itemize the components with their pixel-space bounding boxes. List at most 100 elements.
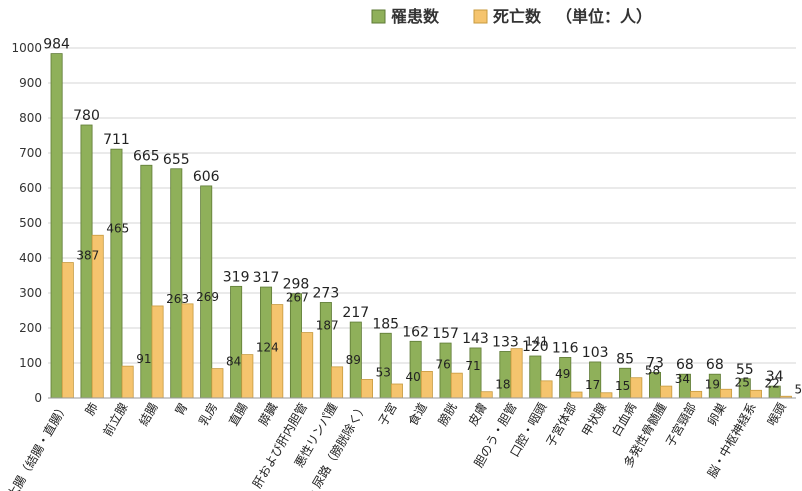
bars <box>50 53 792 399</box>
bar-mortality <box>630 377 643 399</box>
bar-incidence <box>289 293 302 399</box>
x-tick-label: 皮膚 <box>465 400 490 428</box>
data-label-mortality: 84 <box>226 355 241 369</box>
x-tick-label: 膀胱 <box>435 400 460 428</box>
data-label-incidence: 273 <box>313 285 340 301</box>
bar-mortality <box>151 305 164 399</box>
data-label-mortality: 53 <box>376 365 391 379</box>
data-label-incidence: 68 <box>706 357 724 373</box>
data-label-incidence: 319 <box>223 269 250 285</box>
y-tick-label: 700 <box>19 146 42 160</box>
x-tick-label: 卵巣 <box>705 401 729 429</box>
bar-mortality <box>570 391 583 399</box>
x-tick-label: 胃 <box>172 401 190 418</box>
y-tick-label: 0 <box>34 391 42 405</box>
y-tick-label: 500 <box>19 216 42 230</box>
x-tick-label: 子宮 <box>375 400 400 428</box>
bar-mortality <box>181 303 194 399</box>
bar-mortality <box>540 380 553 399</box>
bar-incidence <box>170 168 183 399</box>
x-tick-label: 大腸（結腸・直腸） <box>5 401 71 491</box>
bar-mortality <box>480 391 493 399</box>
data-label-mortality: 18 <box>495 378 510 392</box>
data-label-mortality: 19 <box>705 377 720 391</box>
x-tick-label: 結腸 <box>136 401 160 429</box>
data-label-incidence: 217 <box>342 305 369 321</box>
bar-mortality <box>600 392 613 399</box>
data-label-incidence: 317 <box>253 270 280 286</box>
data-label-incidence: 185 <box>372 316 399 332</box>
x-tick-label: 肺 <box>83 401 101 418</box>
y-tick-label: 300 <box>19 286 42 300</box>
data-label-incidence: 55 <box>736 362 754 378</box>
y-axis: 0 100 200 300 400 500 600 700 800 900 1000 <box>11 41 42 405</box>
data-label-incidence: 665 <box>133 148 160 164</box>
x-tick-label: 白血病 <box>608 400 639 439</box>
data-label-incidence: 606 <box>193 169 220 185</box>
data-label-mortality: 76 <box>435 357 450 371</box>
bar-mortality <box>301 332 314 399</box>
data-label-mortality: 89 <box>346 353 361 367</box>
bar-incidence <box>50 53 63 399</box>
x-tick-label: 直腸 <box>226 401 250 429</box>
data-label-mortality: 187 <box>316 319 339 333</box>
x-tick-label: 食道 <box>405 400 430 428</box>
x-axis: 大腸（結腸・直腸）肺前立腺 結腸胃乳房 直腸 膵臓肝および肝内胆管悪性リンパ腫腎・尿路… <box>5 397 796 491</box>
data-label-incidence: 780 <box>73 108 100 124</box>
bar-mortality <box>690 390 703 399</box>
bar-mortality <box>450 372 463 399</box>
data-label-incidence: 298 <box>283 277 310 293</box>
bar-mortality <box>390 383 403 399</box>
bar-mortality <box>331 366 344 399</box>
bar-mortality <box>241 354 254 399</box>
bar-mortality <box>660 385 673 399</box>
legend-unit: （単位：人） <box>556 7 652 26</box>
bar-incidence <box>230 285 243 399</box>
y-tick-label: 800 <box>19 111 42 125</box>
data-label-mortality: 91 <box>136 352 151 366</box>
y-tick-label: 1000 <box>11 41 42 55</box>
x-tick-label: 膵臓 <box>256 401 280 429</box>
data-label-mortality: 387 <box>76 249 99 263</box>
x-tick-label: 喉頭 <box>765 401 789 429</box>
bar-mortality <box>211 368 224 399</box>
legend-swatch-mortality <box>473 9 488 24</box>
data-label-mortality: 40 <box>406 370 421 384</box>
y-tick-label: 400 <box>19 251 42 265</box>
legend-label-incidence: 罹患数 <box>391 7 440 26</box>
data-label-mortality: 124 <box>256 341 279 355</box>
data-label-mortality: 15 <box>615 379 630 393</box>
data-label-mortality: 141 <box>525 335 548 349</box>
x-tick-label: 乳房 <box>195 400 220 428</box>
data-label-incidence: 120 <box>522 339 549 355</box>
data-label-incidence: 655 <box>163 152 190 168</box>
legend-label-mortality: 死亡数 <box>493 7 542 26</box>
y-tick-label: 200 <box>19 321 42 335</box>
x-tick-label: 甲状腺 <box>579 401 609 439</box>
legend: 罹患数 死亡数 （単位：人） <box>371 7 652 26</box>
data-label-mortality: 34 <box>675 372 690 386</box>
bar-mortality <box>360 379 373 399</box>
data-label-incidence: 162 <box>402 324 429 340</box>
data-label-mortality: 71 <box>465 359 480 373</box>
data-label-mortality: 22 <box>765 376 780 390</box>
y-tick-label: 600 <box>19 181 42 195</box>
bar-mortality <box>61 262 74 399</box>
data-label-mortality: 263 <box>166 292 189 306</box>
data-label-incidence: 85 <box>616 351 634 367</box>
bar-incidence <box>529 355 542 399</box>
data-label-mortality: 5 <box>794 382 802 396</box>
data-label-mortality: 267 <box>286 291 309 305</box>
data-label-incidence: 34 <box>766 369 784 385</box>
data-label-mortality: 465 <box>106 221 129 235</box>
data-label-incidence: 68 <box>676 357 694 373</box>
data-label-incidence: 157 <box>432 326 459 342</box>
y-tick-label: 900 <box>19 76 42 90</box>
bar-mortality <box>749 389 762 399</box>
data-label-incidence: 143 <box>462 331 489 347</box>
data-label-incidence: 984 <box>43 37 70 53</box>
data-label-mortality: 49 <box>555 367 570 381</box>
bar-mortality <box>720 388 733 399</box>
data-label-incidence: 103 <box>582 345 609 361</box>
